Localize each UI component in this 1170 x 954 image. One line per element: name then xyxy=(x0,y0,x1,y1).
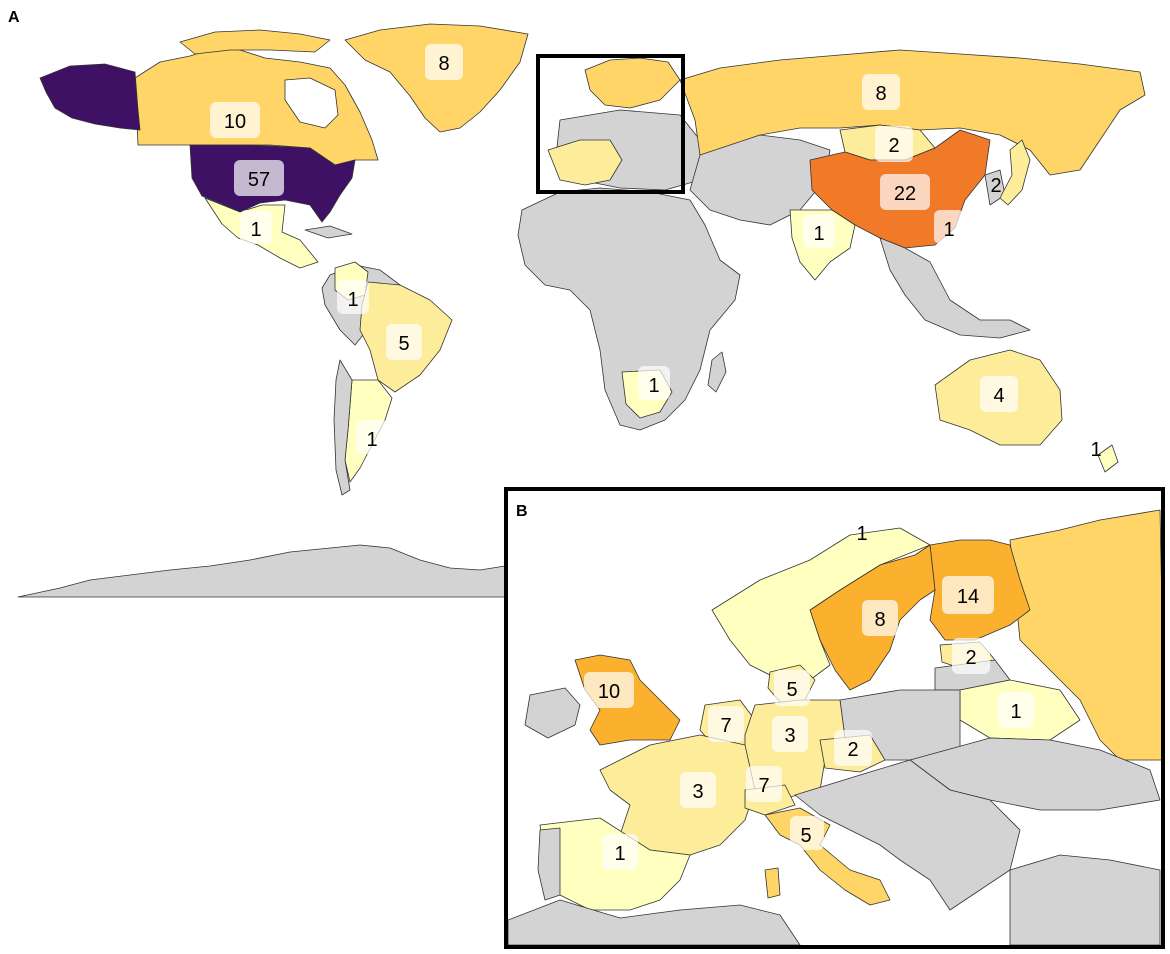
inset-region-central-europe xyxy=(794,759,1021,911)
count-china: 22 xyxy=(894,183,916,205)
count-czech: 2 xyxy=(847,739,858,761)
count-japan: 2 xyxy=(990,175,1001,197)
count-india: 1 xyxy=(813,223,824,245)
inset-label-denmark: 5 xyxy=(774,670,810,706)
world-label-argentina: 1 xyxy=(356,420,388,454)
count-colombia: 1 xyxy=(347,289,358,311)
region-chile xyxy=(333,359,353,496)
inset-label-czech: 2 xyxy=(834,730,872,766)
region-se-asia xyxy=(879,237,1031,339)
inset-region-russia xyxy=(1009,509,1161,761)
region-alaska xyxy=(39,63,141,131)
count-belarus: 1 xyxy=(1010,701,1021,723)
world-label-new-zealand: 1 xyxy=(1090,439,1101,461)
count-estonia: 2 xyxy=(965,647,976,669)
count-spain: 1 xyxy=(614,843,625,865)
world-label-taiwan: 1 xyxy=(934,210,964,244)
world-label-usa: 57 xyxy=(234,160,284,196)
count-south-africa: 1 xyxy=(648,375,659,397)
inset-region-sardinia xyxy=(764,867,781,899)
region-caribbean xyxy=(304,225,353,239)
inset-label-france: 3 xyxy=(680,772,716,808)
count-sweden: 8 xyxy=(874,609,885,631)
inset-region-portugal xyxy=(537,827,561,901)
inset-region-norway xyxy=(711,527,931,681)
world-label-china: 22 xyxy=(880,174,930,210)
count-germany: 3 xyxy=(784,725,795,747)
inset-label-belarus: 1 xyxy=(998,692,1034,728)
count-norway: 1 xyxy=(856,523,867,545)
europe-inset: B xyxy=(504,487,1165,949)
region-africa xyxy=(517,187,741,431)
inset-region-turkey xyxy=(1009,854,1161,945)
count-mexico: 1 xyxy=(250,219,261,241)
count-canada: 10 xyxy=(224,111,246,133)
inset-label-sweden: 8 xyxy=(862,600,898,636)
world-label-canada: 10 xyxy=(210,102,260,138)
world-label-india: 1 xyxy=(803,214,835,248)
region-canada-islands xyxy=(179,29,331,55)
inset-label-switzerland: 7 xyxy=(746,766,782,802)
region-europe-west xyxy=(547,139,623,186)
world-label-australia: 4 xyxy=(980,376,1018,412)
count-denmark: 5 xyxy=(786,679,797,701)
world-label-russia: 8 xyxy=(862,74,900,110)
world-label-south-africa: 1 xyxy=(638,366,670,400)
count-greenland: 8 xyxy=(438,53,449,75)
inset-label-norway: 1 xyxy=(856,523,867,545)
world-label-mongolia: 2 xyxy=(875,126,913,162)
count-uk: 10 xyxy=(598,681,620,703)
count-usa: 57 xyxy=(248,169,270,191)
world-label-greenland: 8 xyxy=(425,44,463,80)
inset-label-spain: 1 xyxy=(602,834,638,870)
panel-label-a: A xyxy=(8,9,20,26)
count-france: 3 xyxy=(692,781,703,803)
inset-label-germany: 3 xyxy=(772,716,808,752)
count-finland: 14 xyxy=(957,586,979,608)
count-netherlands: 7 xyxy=(720,715,731,737)
count-argentina: 1 xyxy=(366,429,377,451)
inset-label-italy: 5 xyxy=(790,816,824,850)
inset-region-ireland xyxy=(524,687,581,739)
inset-region-north-africa xyxy=(508,899,801,945)
region-russia xyxy=(679,49,1146,176)
region-hudson-bay xyxy=(284,77,339,129)
count-switzerland: 7 xyxy=(758,775,769,797)
world-label-japan: 2 xyxy=(990,175,1001,197)
count-mongolia: 2 xyxy=(888,135,899,157)
inset-label-uk: 10 xyxy=(584,672,634,708)
europe-inset-marker xyxy=(536,54,685,194)
inset-region-france xyxy=(599,734,756,856)
inset-label-finland: 14 xyxy=(942,576,994,614)
world-map: A xyxy=(8,9,1146,598)
region-antarctica xyxy=(17,544,506,598)
count-australia: 4 xyxy=(993,385,1004,407)
world-label-mexico: 1 xyxy=(240,210,272,244)
panel-label-b: B xyxy=(516,503,528,520)
count-russia: 8 xyxy=(875,83,886,105)
count-brazil: 5 xyxy=(398,333,409,355)
inset-label-estonia: 2 xyxy=(952,638,990,674)
region-scandinavia xyxy=(584,57,681,109)
count-new-zealand: 1 xyxy=(1090,439,1101,461)
count-italy: 5 xyxy=(800,825,811,847)
world-label-colombia: 1 xyxy=(337,280,369,314)
region-madagascar xyxy=(707,351,727,393)
inset-label-netherlands: 7 xyxy=(708,706,744,742)
region-japan xyxy=(999,139,1031,206)
region-new-zealand xyxy=(1097,444,1119,473)
count-taiwan: 1 xyxy=(943,219,954,241)
world-label-brazil: 5 xyxy=(386,324,422,360)
